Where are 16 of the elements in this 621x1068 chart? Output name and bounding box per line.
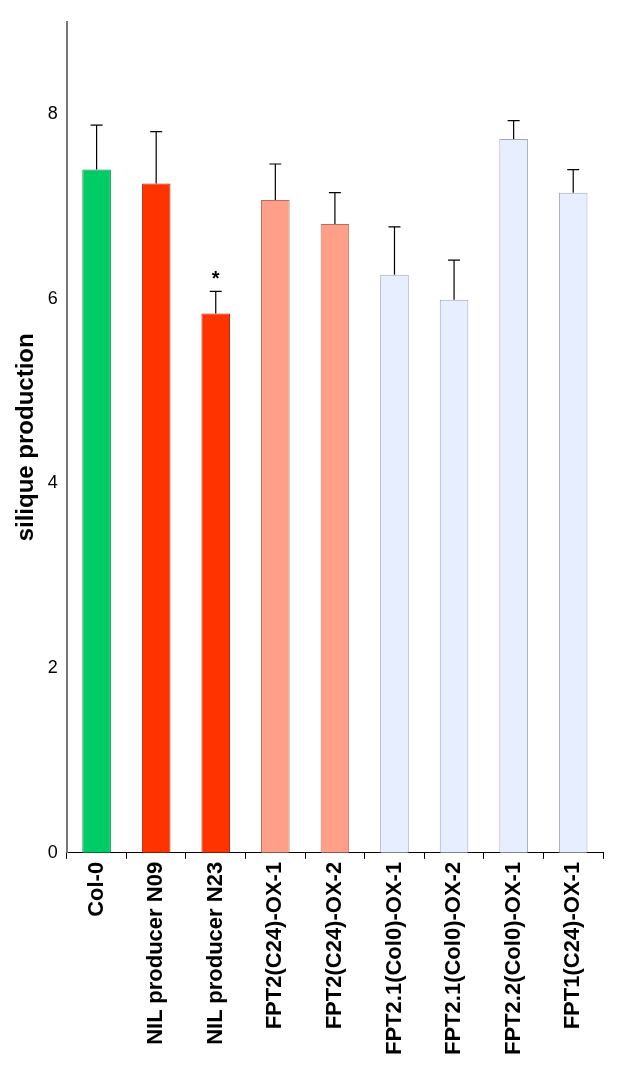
x-tick-label: Col-0 <box>82 861 108 917</box>
x-tick-label: FPT2.1(Col0)-OX-2 <box>440 861 466 1056</box>
y-tick-label: 0 <box>47 841 58 862</box>
y-axis-title: silique production <box>11 333 39 542</box>
x-tick-label: FPT2.1(Col0)-OX-1 <box>380 861 406 1056</box>
y-tick-label: 8 <box>47 103 58 124</box>
x-tick-label: NIL producer N23 <box>201 861 227 1045</box>
x-tick-label: NIL producer N09 <box>142 861 168 1045</box>
y-tick-label: 4 <box>47 472 58 493</box>
x-tick-label: FPT2.2(Col0)-OX-1 <box>499 861 525 1056</box>
annotation: * <box>211 266 220 289</box>
x-tick-label: FPT2(C24)-OX-1 <box>261 861 287 1030</box>
x-tick-label: FPT1(C24)-OX-1 <box>559 861 585 1030</box>
x-tick-label: FPT2(C24)-OX-2 <box>320 861 346 1030</box>
y-tick-label: 2 <box>47 657 58 678</box>
y-tick-label: 6 <box>47 287 58 308</box>
